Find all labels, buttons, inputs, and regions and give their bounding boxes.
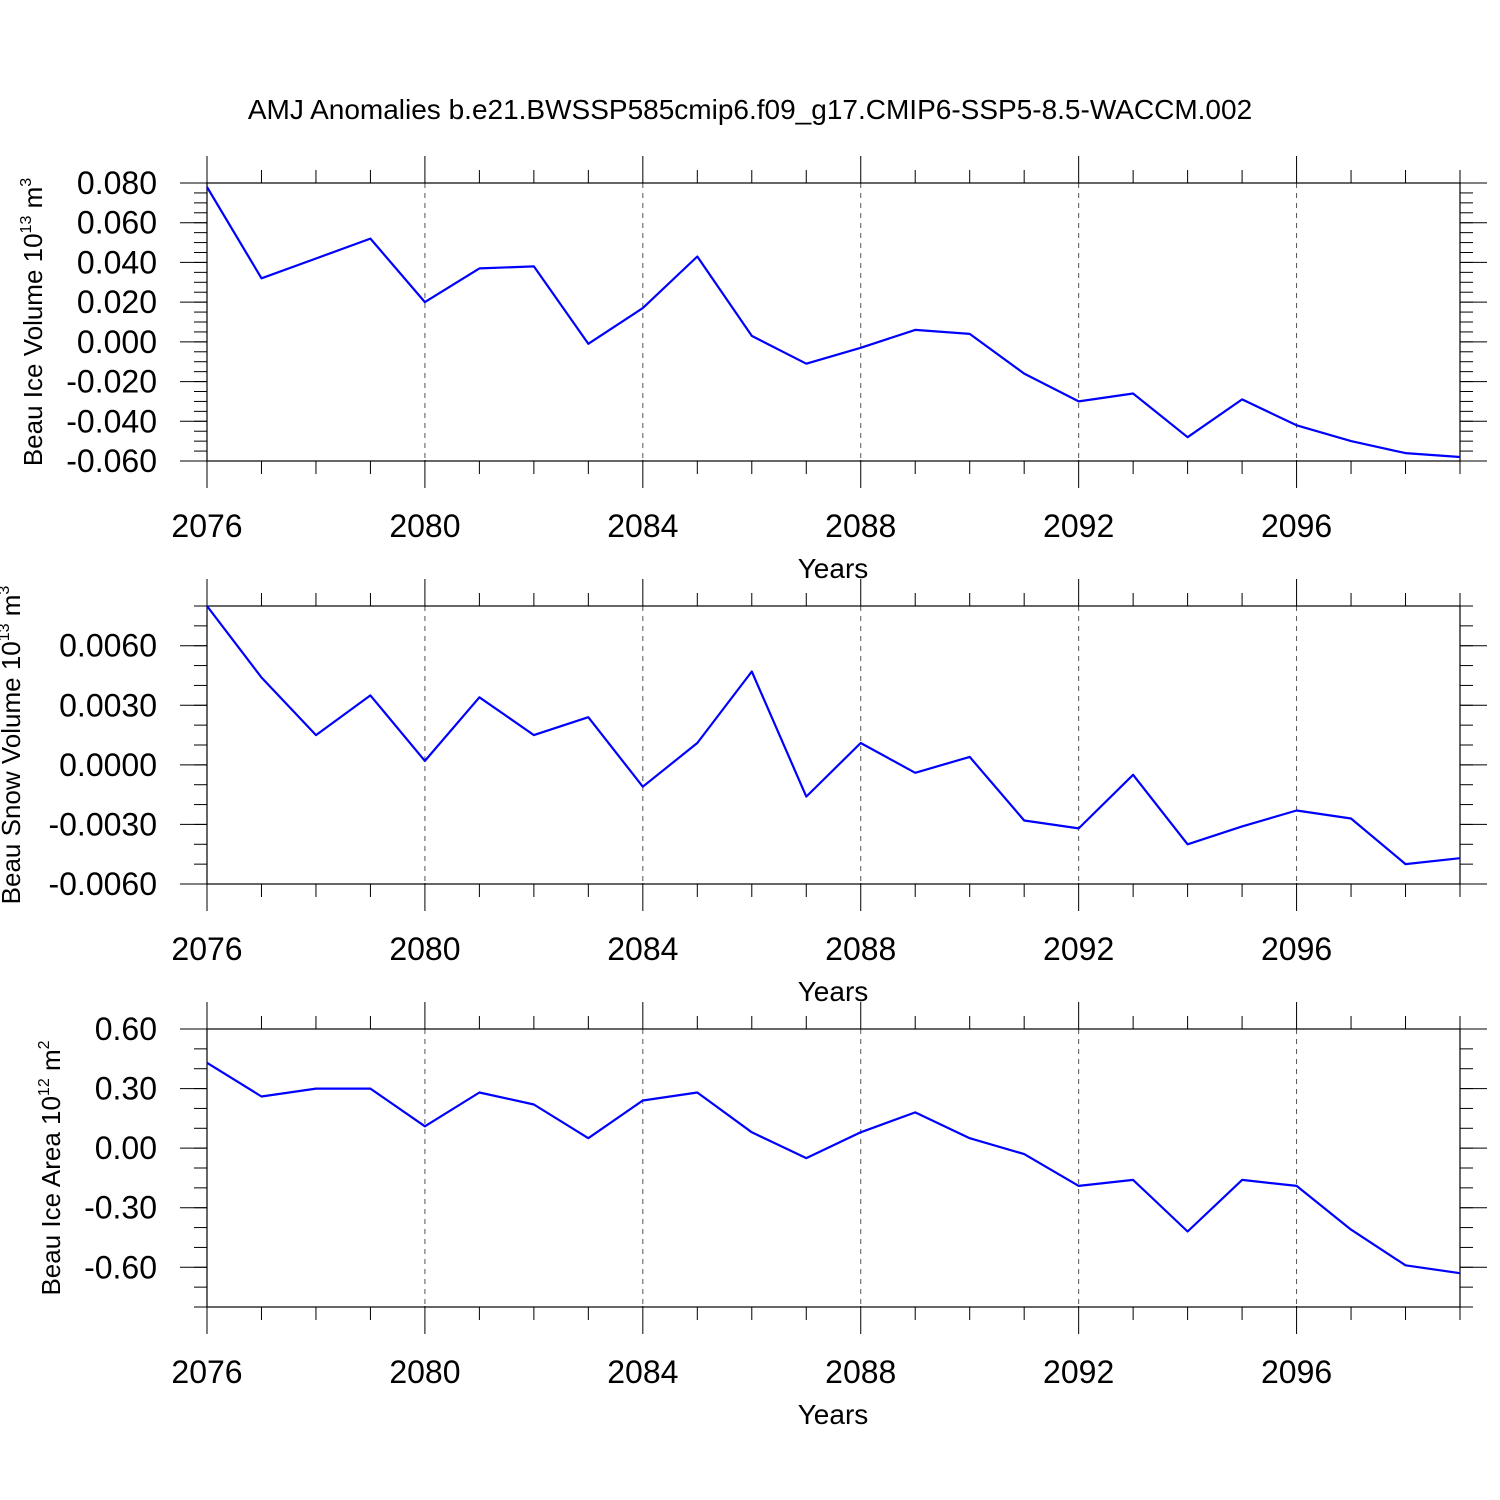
y-tick-label: 0.30 <box>95 1071 157 1107</box>
y-tick-label: -0.060 <box>66 443 157 479</box>
x-tick-label: 2076 <box>171 1354 242 1390</box>
y-axis-label-exponent: 3 <box>0 586 13 595</box>
y-tick-label: -0.60 <box>84 1249 157 1285</box>
chart-panel-1: 2076 2080 2084 2088 2092 2096Years0.0800.0600… <box>18 156 1487 584</box>
x-tick-label: 2080 <box>389 931 460 967</box>
y-tick-label: 0.040 <box>77 244 157 280</box>
y-axis-label-text: Beau Ice Volume 10 <box>18 233 48 466</box>
chart-panel-3: 2076 2080 2084 2088 2092 2096 Years 0.60 0.30 0.0… <box>36 1002 1487 1430</box>
chart-panel-2: 2076 2080 2084 2088 2092 2096 Years 0.0060 0.003… <box>0 579 1487 1007</box>
x-tick-label: 2076 <box>171 931 242 967</box>
y-axis-label-text: m <box>18 187 48 216</box>
x-tick-label: 2088 <box>825 931 896 967</box>
y-axis-label-exponent: 12 <box>36 1078 53 1096</box>
y-axis-label-exponent: 2 <box>36 1040 53 1049</box>
y-axis-label-text: m <box>0 595 26 624</box>
y-tick-label: 0.0030 <box>59 687 157 723</box>
y-tick-label: 0.080 <box>77 165 157 201</box>
x-tick-label: 2076 <box>171 508 242 544</box>
x-tick-label: 2084 <box>607 931 678 967</box>
y-tick-label: 0.60 <box>95 1011 157 1047</box>
y-axis-label-exponent: 13 <box>18 216 35 234</box>
x-tick-label: 2080 <box>389 508 460 544</box>
y-tick-label: -0.040 <box>66 403 157 439</box>
y-tick-label: 0.000 <box>77 324 157 360</box>
series-line-beau-ice-area <box>206 1061 1461 1275</box>
y-tick-label: 0.0060 <box>59 628 157 664</box>
plot-frame <box>206 1028 1461 1308</box>
plot-frame <box>206 182 1461 462</box>
y-axis-label: Beau Ice Area 1012 m2 <box>36 1040 66 1295</box>
series-line-beau-ice-volume <box>206 186 1461 459</box>
x-tick-label: 2092 <box>1043 508 1114 544</box>
x-axis-label: Years <box>798 553 869 584</box>
y-tick-label: -0.0030 <box>48 806 157 842</box>
y-tick-label: 0.00 <box>95 1130 157 1166</box>
y-axis-label-text: Beau Ice Area 10 <box>36 1096 66 1295</box>
x-axis-label: Years <box>798 976 869 1007</box>
y-tick-label: 0.020 <box>77 284 157 320</box>
x-axis-label: Years <box>798 1399 869 1430</box>
x-tick-label: 2084 <box>607 508 678 544</box>
x-tick-label: 2088 <box>825 1354 896 1390</box>
y-tick-label: 0.0000 <box>59 747 157 783</box>
y-axis-label: Beau Ice Volume 1013 m3 <box>18 178 48 466</box>
x-tick-label: 2092 <box>1043 931 1114 967</box>
y-tick-label: -0.30 <box>84 1190 157 1226</box>
x-tick-label: 2084 <box>607 1354 678 1390</box>
plot-frame <box>206 605 1461 885</box>
y-axis-label-exponent: 3 <box>18 178 35 187</box>
y-tick-label: -0.0060 <box>48 866 157 902</box>
x-tick-label: 2096 <box>1261 931 1332 967</box>
x-tick-label: 2096 <box>1261 1354 1332 1390</box>
series-line-beau-snow-volume <box>206 605 1461 866</box>
y-axis-label-text: Beau Snow Volume 10 <box>0 641 26 904</box>
y-tick-label: -0.020 <box>66 364 157 400</box>
y-axis-label-text: m <box>36 1049 66 1078</box>
x-tick-label: 2080 <box>389 1354 460 1390</box>
y-axis-label-exponent: 13 <box>0 623 13 641</box>
x-tick-label: 2092 <box>1043 1354 1114 1390</box>
y-tick-label: 0.060 <box>77 205 157 241</box>
x-tick-label: 2096 <box>1261 508 1332 544</box>
x-tick-label: 2088 <box>825 508 896 544</box>
chart-title: AMJ Anomalies b.e21.BWSSP585cmip6.f09_g1… <box>248 94 1252 125</box>
y-axis-label: Beau Snow Volume 1013 m3 <box>0 586 26 905</box>
